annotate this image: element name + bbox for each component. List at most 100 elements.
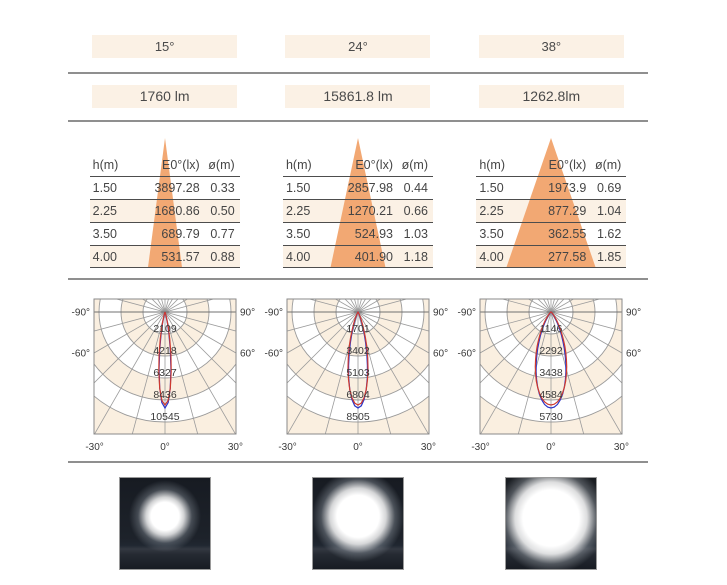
table-row: 3.50 524.93 1.03	[283, 222, 433, 245]
table-rule	[476, 267, 627, 268]
angle-label: 90°	[433, 308, 448, 319]
photometric-table-block: h(m) E0°(lx) ø(m) 1.50 3897.28 0.33 2.25 16…	[89, 138, 240, 268]
table-row: 4.00 401.90 1.18	[283, 245, 433, 268]
table-header-row: h(m) E0°(lx) ø(m)	[283, 153, 433, 176]
table-row: 4.00 277.58 1.85	[476, 245, 626, 268]
angle-label: -60°	[458, 348, 476, 359]
section-divider	[68, 278, 648, 280]
polar-chart: 2109 4218 6327 8436 10545 -90° -60° -30° 0° 30° 60…	[71, 298, 255, 453]
photometric-table: h(m) E0°(lx) ø(m) 1.50 1973.9 0.69 2.25 877…	[476, 153, 626, 268]
table-cell: 877.29	[548, 203, 587, 218]
table-cell: 0.33	[210, 180, 235, 195]
table-row: 1.50 3897.28 0.33	[90, 176, 240, 199]
angle-label: -60°	[71, 348, 89, 359]
table-cell: 1.85	[596, 249, 622, 264]
beam-angle-box: 38°	[478, 35, 624, 58]
polar-ring	[480, 395, 623, 423]
table-cell: 0.88	[210, 249, 235, 264]
intensity-curve-red	[535, 311, 568, 406]
table-cell: 4.00	[479, 249, 504, 264]
polar-chart: 1701 3402 5103 6804 8505 -90° -60° -30° 0° 30° 60°…	[265, 298, 448, 453]
table-cell: 3897.28	[154, 180, 200, 195]
table-header-row: h(m) E0°(lx) ø(m)	[476, 153, 626, 176]
angle-label: 0°	[353, 442, 363, 453]
table-rule	[476, 222, 627, 223]
angle-label: 60°	[433, 348, 448, 359]
ring-value-label: 3402	[346, 345, 370, 357]
table-cell: 1.50	[285, 180, 311, 195]
table-header-cell: h(m)	[285, 157, 312, 172]
table-header-cell: E0°(lx)	[355, 157, 393, 172]
angle-label: 30°	[228, 442, 243, 453]
luminous-flux-box: 1760 lm	[92, 85, 238, 108]
table-header-row: h(m) E0°(lx) ø(m)	[90, 153, 240, 176]
table-rule	[282, 267, 433, 268]
table-rule	[282, 176, 433, 177]
angle-label: -60°	[265, 348, 283, 359]
ring-value-label: 8505	[346, 411, 370, 423]
polar-ring	[480, 363, 623, 401]
polar-grid	[480, 299, 623, 434]
table-rule	[476, 245, 627, 246]
table-cell: 0.44	[403, 180, 428, 195]
ring-value-label: 1701	[346, 323, 370, 335]
table-cell: 4.00	[92, 249, 117, 264]
angle-label: 60°	[626, 348, 641, 359]
table-row: 3.50 362.55 1.62	[476, 222, 626, 245]
angle-label: 60°	[240, 348, 255, 359]
ring-value-label: 2109	[153, 323, 177, 335]
angle-label: 90°	[626, 308, 641, 319]
table-rule	[89, 267, 240, 268]
table-cell: 2.25	[285, 203, 311, 218]
ring-value-label: 8436	[153, 389, 177, 401]
ring-value-label: 3438	[540, 367, 564, 379]
table-cell: 4.00	[285, 249, 311, 264]
table-cell: 524.93	[354, 226, 393, 241]
table-cell: 1680.86	[154, 203, 200, 218]
table-header-cell: h(m)	[92, 157, 119, 172]
angle-label: -30°	[85, 442, 103, 453]
table-cell: 0.66	[403, 203, 428, 218]
table-header-cell: E0°(lx)	[548, 157, 587, 172]
table-rule	[282, 245, 433, 246]
table-row: 3.50 689.79 0.77	[90, 222, 240, 245]
photometric-table: h(m) E0°(lx) ø(m) 1.50 2857.98 0.44 2.25 12…	[283, 153, 433, 268]
luminous-flux-row: 1760 lm 15861.8 lm 1262.8lm	[68, 85, 648, 108]
table-rule	[89, 199, 240, 200]
table-cell: 2.25	[479, 203, 504, 218]
table-rule	[89, 176, 240, 177]
table-cell: 0.69	[596, 180, 622, 195]
table-rule	[282, 222, 433, 223]
photometric-table-block: h(m) E0°(lx) ø(m) 1.50 1973.9 0.69 2.25 877…	[476, 138, 627, 268]
table-row: 4.00 531.57 0.88	[90, 245, 240, 268]
section-divider	[68, 72, 648, 74]
table-cell: 2.25	[92, 203, 117, 218]
beam-photo	[311, 477, 404, 570]
table-cell: 0.50	[210, 203, 235, 218]
table-cell: 277.58	[548, 249, 587, 264]
table-cell: 689.79	[161, 226, 200, 241]
table-cell: 1.62	[596, 226, 622, 241]
table-row: 1.50 2857.98 0.44	[283, 176, 433, 199]
angle-label: -90°	[458, 308, 476, 319]
table-cell: 1.50	[92, 180, 117, 195]
table-rule	[476, 176, 627, 177]
table-cell: 1.18	[403, 249, 428, 264]
beam-angle-box: 15°	[92, 35, 238, 58]
table-cell: 3.50	[479, 226, 504, 241]
polar-ring	[93, 395, 236, 423]
angle-label: -90°	[265, 308, 283, 319]
table-cell: 1.50	[479, 180, 504, 195]
table-header-cell: E0°(lx)	[162, 157, 200, 172]
ring-value-label: 4218	[153, 345, 177, 357]
polar-chart: 1146 2292 3438 4584 5730 -90° -60° -30° 0° 30° 60°…	[458, 298, 641, 453]
ring-value-label: 10545	[150, 411, 179, 423]
intensity-curve-red	[157, 311, 172, 407]
beam-photo	[118, 477, 211, 570]
angle-label: -90°	[71, 308, 89, 319]
beam-photo	[505, 477, 598, 570]
table-rule	[89, 245, 240, 246]
angle-label: 30°	[421, 442, 436, 453]
table-header-cell: ø(m)	[594, 157, 622, 172]
photometric-table: h(m) E0°(lx) ø(m) 1.50 3897.28 0.33 2.25 16…	[90, 153, 240, 268]
